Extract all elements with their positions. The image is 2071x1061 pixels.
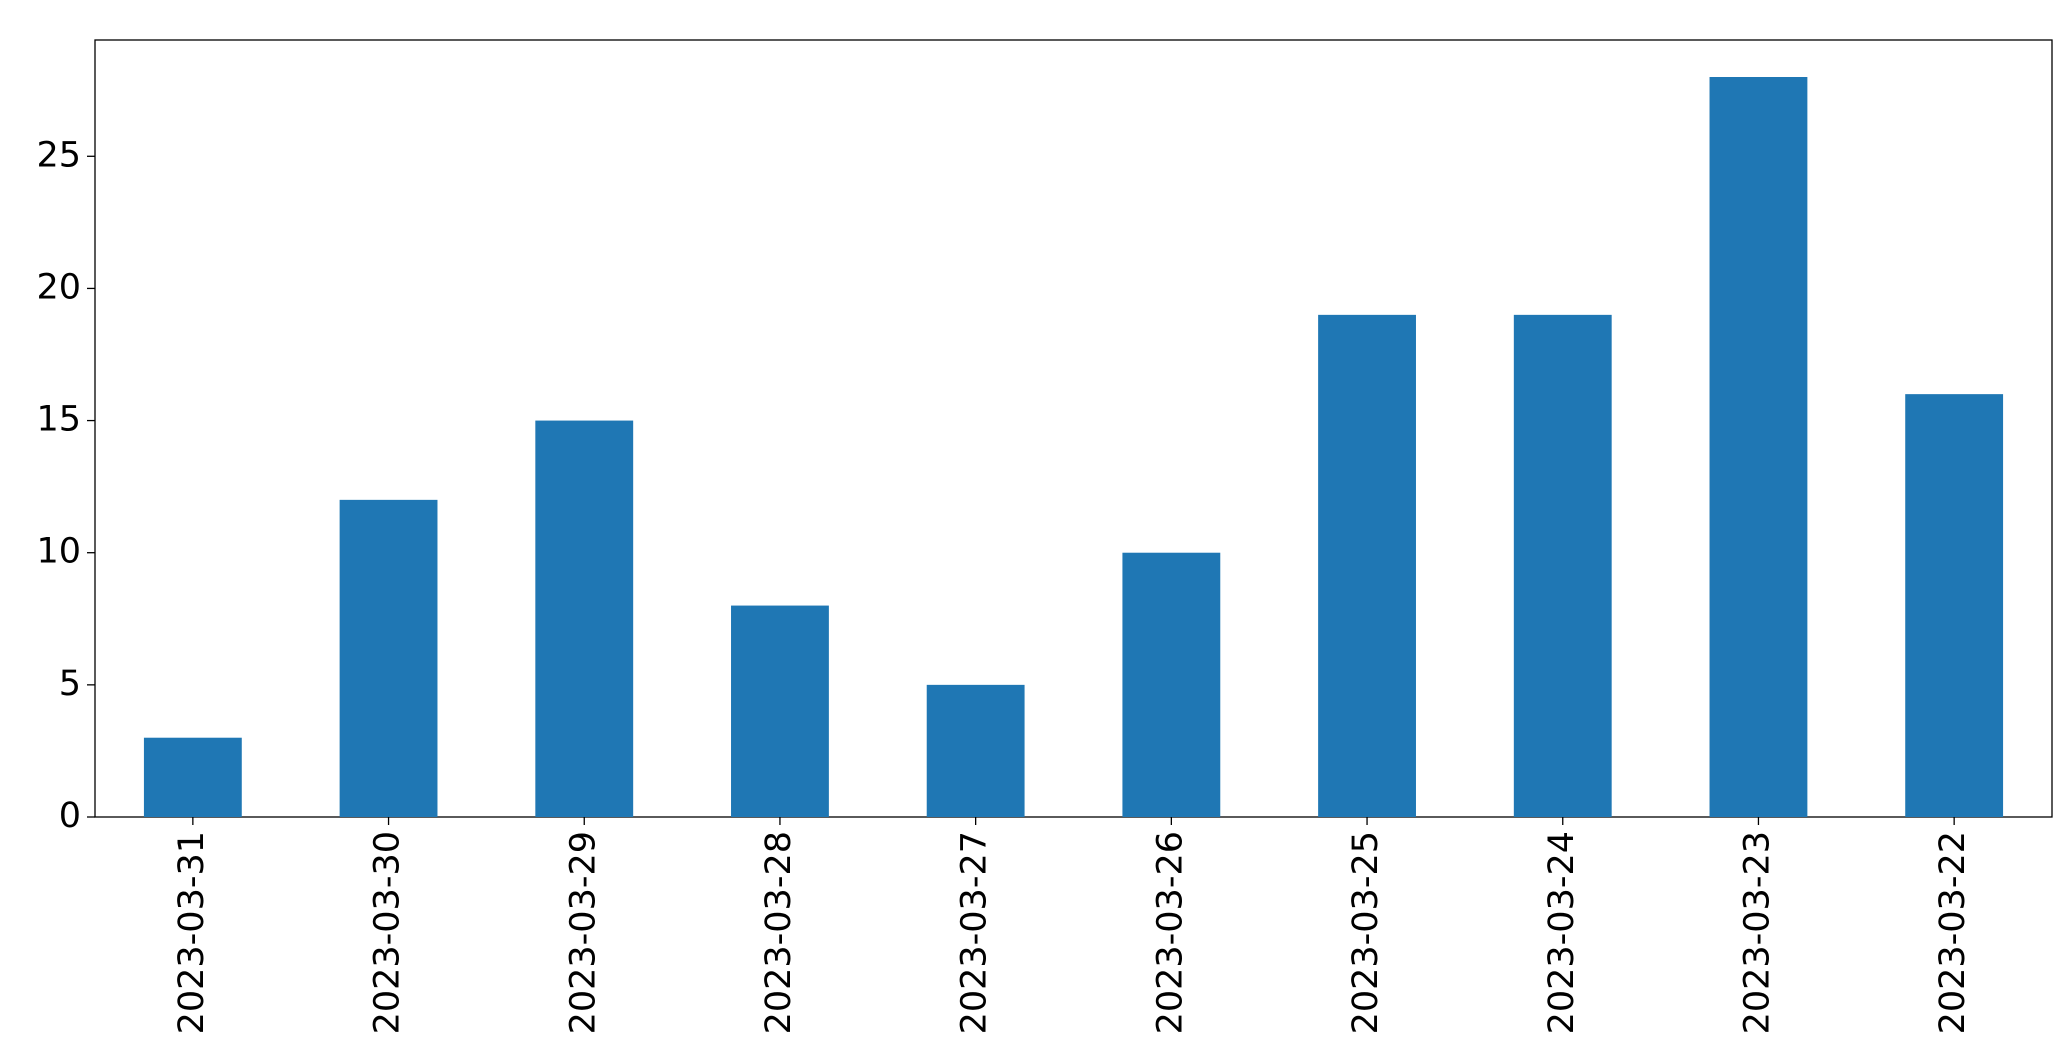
- bar: [1318, 314, 1416, 817]
- bar: [1513, 314, 1612, 817]
- x-tick-label: 2023-03-26: [1150, 831, 1190, 1034]
- x-tick-label: 2023-03-29: [563, 831, 603, 1034]
- bar: [926, 684, 1025, 817]
- x-tick-label: 2023-03-24: [1542, 831, 1582, 1034]
- bar: [1122, 552, 1221, 817]
- y-tick-label: 20: [36, 267, 81, 307]
- bar: [1709, 77, 1808, 817]
- bar: [731, 605, 829, 817]
- x-tick-label: 2023-03-22: [1933, 831, 1973, 1034]
- x-tick-label: 2023-03-27: [955, 831, 995, 1034]
- x-tick-label: 2023-03-25: [1346, 831, 1386, 1034]
- y-tick-label: 15: [36, 400, 81, 440]
- y-tick-label: 5: [59, 664, 81, 704]
- y-tick-label: 0: [59, 796, 81, 836]
- bar: [143, 737, 242, 817]
- x-tick-label: 2023-03-28: [759, 831, 799, 1034]
- y-tick-label: 10: [36, 532, 81, 572]
- x-tick-label: 2023-03-23: [1737, 831, 1777, 1034]
- bar: [535, 420, 634, 817]
- x-tick-label: 2023-03-30: [368, 831, 408, 1034]
- bar: [339, 499, 438, 817]
- bar: [1905, 394, 2004, 817]
- plot-frame: [94, 39, 2053, 818]
- y-tick-label: 25: [36, 135, 81, 175]
- x-tick-label: 2023-03-31: [172, 831, 212, 1034]
